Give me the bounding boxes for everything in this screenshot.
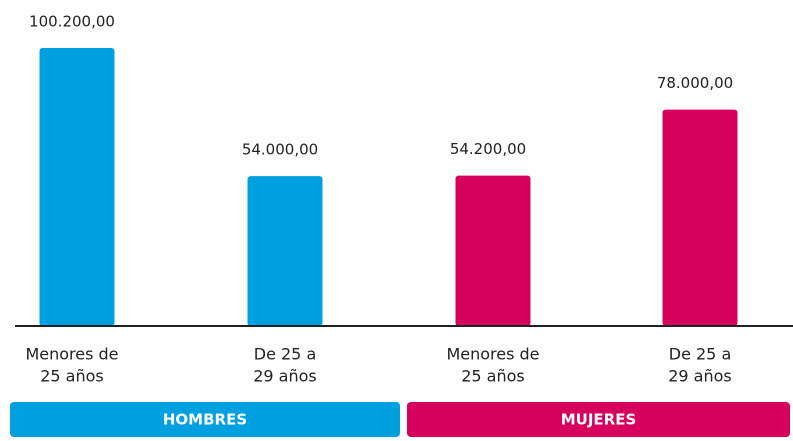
group-band [407,402,790,437]
value-label: 78.000,00 [657,74,733,92]
category-label: 25 años [461,367,525,386]
value-label: 100.200,00 [29,13,115,31]
bar [39,48,115,326]
category-label: 29 años [253,367,317,386]
bar [247,176,323,326]
value-label: 54.000,00 [242,141,318,159]
group-label: HOMBRES [163,411,247,429]
bar [662,109,738,327]
category-label: Menores de [25,345,118,364]
group-label: MUJERES [561,411,637,429]
category-label: Menores de [446,345,539,364]
category-label: De 25 a [254,345,317,364]
bar [455,175,531,326]
category-label: 29 años [668,367,732,386]
category-label: De 25 a [669,345,732,364]
category-label: 25 años [40,367,104,386]
value-label: 54.200,00 [450,140,526,158]
group-band [10,402,400,437]
